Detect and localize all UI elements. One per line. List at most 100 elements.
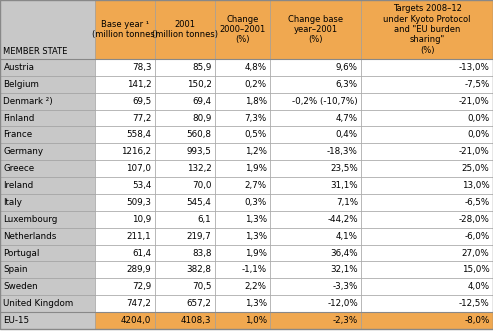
Bar (95, 194, 155, 211)
Text: 747,2: 747,2 (127, 299, 151, 308)
Bar (270, 0, 361, 59)
Text: 53,4: 53,4 (132, 181, 151, 190)
Bar (95, 177, 155, 194)
Bar (155, 59, 215, 76)
Bar (215, 126, 270, 143)
Text: 32,1%: 32,1% (330, 265, 358, 274)
Text: 70,5: 70,5 (192, 282, 211, 291)
Bar (215, 76, 270, 93)
Text: 9,6%: 9,6% (336, 63, 358, 72)
Bar (361, 211, 493, 228)
Bar (270, 160, 361, 177)
Text: 72,9: 72,9 (132, 282, 151, 291)
Bar (215, 160, 270, 177)
Bar (0, 245, 95, 261)
Bar (215, 110, 270, 126)
Bar (270, 312, 361, 329)
Bar (0, 160, 95, 177)
Text: 1,8%: 1,8% (245, 97, 267, 106)
Bar (155, 160, 215, 177)
Text: 25,0%: 25,0% (462, 164, 490, 173)
Bar (270, 76, 361, 93)
Text: Luxembourg: Luxembourg (3, 215, 58, 224)
Bar (95, 245, 155, 261)
Text: 560,8: 560,8 (186, 130, 211, 139)
Text: Finland: Finland (3, 114, 35, 122)
Text: 1,9%: 1,9% (245, 249, 267, 258)
Bar (270, 228, 361, 245)
Text: France: France (3, 130, 33, 139)
Bar (215, 245, 270, 261)
Bar (361, 110, 493, 126)
Bar (155, 76, 215, 93)
Text: 993,5: 993,5 (187, 147, 211, 156)
Bar (361, 194, 493, 211)
Bar (95, 261, 155, 278)
Bar (270, 59, 361, 76)
Text: 70,0: 70,0 (192, 181, 211, 190)
Bar (0, 261, 95, 278)
Bar (215, 211, 270, 228)
Bar (155, 278, 215, 295)
Text: 1,2%: 1,2% (245, 147, 267, 156)
Text: 0,2%: 0,2% (245, 80, 267, 89)
Text: 36,4%: 36,4% (330, 249, 358, 258)
Bar (95, 76, 155, 93)
Text: -44,2%: -44,2% (327, 215, 358, 224)
Bar (270, 211, 361, 228)
Bar (95, 312, 155, 329)
Text: 141,2: 141,2 (127, 80, 151, 89)
Text: -6,5%: -6,5% (464, 198, 490, 207)
Text: 0,5%: 0,5% (245, 130, 267, 139)
Bar (0, 110, 95, 126)
Text: Base year ¹
(million tonnes): Base year ¹ (million tonnes) (92, 20, 158, 39)
Bar (270, 126, 361, 143)
Bar (361, 143, 493, 160)
Bar (0, 59, 95, 76)
Text: 27,0%: 27,0% (462, 249, 490, 258)
Bar (361, 126, 493, 143)
Text: Italy: Italy (3, 198, 22, 207)
Text: EU-15: EU-15 (3, 316, 30, 325)
Text: Germany: Germany (3, 147, 43, 156)
Text: 4,1%: 4,1% (336, 232, 358, 241)
Bar (0, 0, 95, 59)
Text: 0,3%: 0,3% (245, 198, 267, 207)
Text: Portugal: Portugal (3, 249, 40, 258)
Bar (361, 177, 493, 194)
Text: 382,8: 382,8 (186, 265, 211, 274)
Text: Sweden: Sweden (3, 282, 38, 291)
Text: United Kingdom: United Kingdom (3, 299, 73, 308)
Bar (0, 177, 95, 194)
Text: 558,4: 558,4 (126, 130, 151, 139)
Text: MEMBER STATE: MEMBER STATE (3, 47, 68, 56)
Text: -0,2% (-10,7%): -0,2% (-10,7%) (292, 97, 358, 106)
Text: 150,2: 150,2 (187, 80, 211, 89)
Text: -1,1%: -1,1% (242, 265, 267, 274)
Text: 69,4: 69,4 (192, 97, 211, 106)
Bar (215, 261, 270, 278)
Text: 509,3: 509,3 (126, 198, 151, 207)
Text: Austria: Austria (3, 63, 35, 72)
Text: -7,5%: -7,5% (464, 80, 490, 89)
Text: 219,7: 219,7 (187, 232, 211, 241)
Bar (215, 228, 270, 245)
Bar (270, 278, 361, 295)
Bar (270, 261, 361, 278)
Text: 107,0: 107,0 (126, 164, 151, 173)
Text: -6,0%: -6,0% (464, 232, 490, 241)
Bar (361, 261, 493, 278)
Text: 83,8: 83,8 (192, 249, 211, 258)
Bar (95, 295, 155, 312)
Text: 78,3: 78,3 (132, 63, 151, 72)
Bar (0, 76, 95, 93)
Text: 61,4: 61,4 (132, 249, 151, 258)
Bar (361, 295, 493, 312)
Text: 1216,2: 1216,2 (121, 147, 151, 156)
Bar (270, 93, 361, 110)
Text: 4,8%: 4,8% (245, 63, 267, 72)
Text: 1,0%: 1,0% (245, 316, 267, 325)
Text: 6,3%: 6,3% (336, 80, 358, 89)
Bar (155, 194, 215, 211)
Bar (155, 312, 215, 329)
